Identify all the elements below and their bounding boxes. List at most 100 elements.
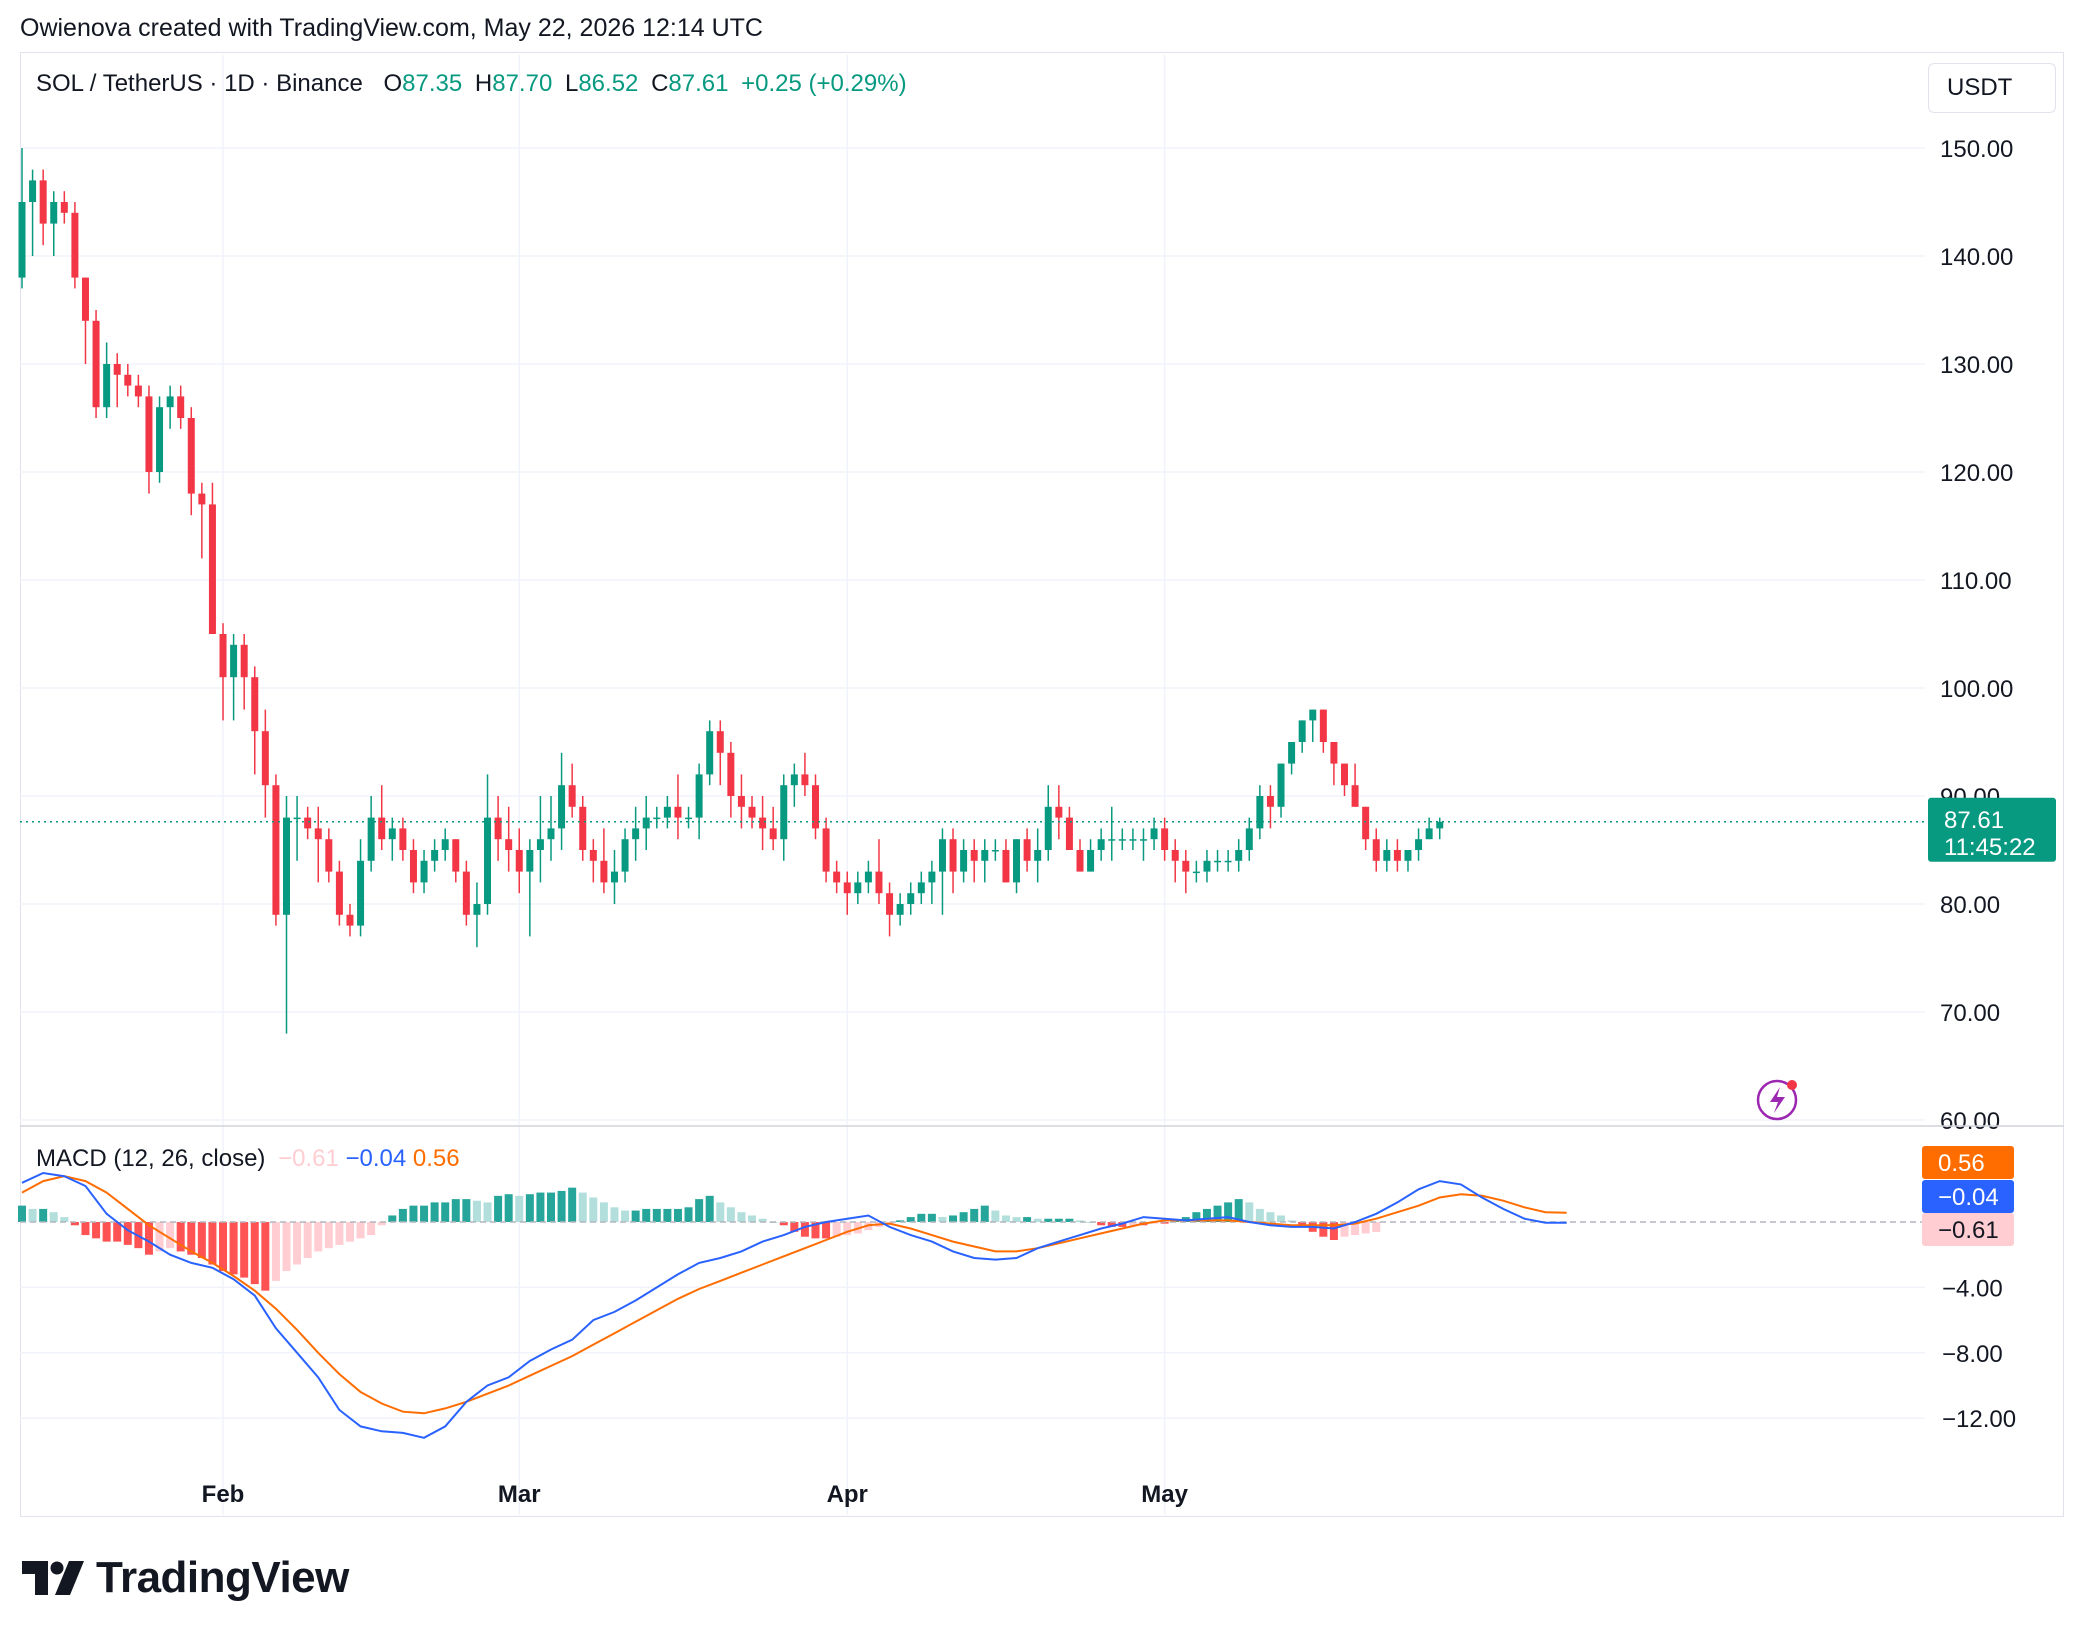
candle-body: [970, 850, 978, 861]
macd-histogram-bar: [345, 1222, 354, 1242]
candle-body: [1383, 850, 1391, 861]
macd-histogram-bar: [81, 1222, 90, 1236]
macd-histogram-bar: [610, 1207, 619, 1222]
macd-histogram-bar: [832, 1222, 841, 1237]
candle-body: [1203, 860, 1211, 872]
macd-histogram-bar: [1224, 1202, 1233, 1222]
macd-histogram-tag: [1922, 1213, 2014, 1246]
candle-body: [1288, 742, 1296, 764]
candle-body: [50, 202, 58, 224]
macd-histogram-bar: [398, 1208, 407, 1222]
candle-body: [304, 817, 312, 829]
macd-tick-label: −4.00: [1942, 1275, 2003, 1302]
macd-histogram-bar: [1361, 1222, 1370, 1234]
candle-body: [1351, 785, 1359, 807]
candle-body: [473, 904, 481, 915]
candle-body: [283, 817, 290, 915]
macd-histogram-bar: [822, 1222, 831, 1239]
candle-body: [1023, 839, 1031, 861]
macd-histogram-bar: [1012, 1217, 1021, 1222]
macd-histogram-bar: [758, 1218, 767, 1222]
last-price-value: 87.61: [1944, 807, 2004, 834]
candle-body: [177, 396, 185, 418]
macd-histogram-bar: [483, 1202, 492, 1222]
macd-histogram-bar: [938, 1217, 947, 1222]
macd-line-tag: [1922, 1180, 2014, 1213]
macd-histogram-bar: [800, 1222, 809, 1237]
candle-body: [399, 828, 407, 850]
macd-histogram-bar: [1266, 1212, 1275, 1222]
macd-histogram-bar: [229, 1222, 238, 1275]
candle-body: [1214, 860, 1222, 863]
macd-histogram-bar: [1160, 1222, 1169, 1224]
tradingview-logo[interactable]: TradingView: [22, 1553, 349, 1603]
candle-body: [29, 180, 37, 202]
candle-body: [875, 871, 883, 894]
macd-histogram-bar: [1319, 1222, 1328, 1237]
macd-histogram-bar: [18, 1205, 26, 1222]
candle-body: [1108, 839, 1116, 841]
candle-body: [960, 850, 968, 872]
macd-histogram-bar: [356, 1222, 365, 1239]
candle-body: [695, 774, 703, 818]
macd-histogram-bar: [684, 1207, 693, 1222]
macd-histogram-bar: [568, 1187, 577, 1222]
macd-histogram-bar: [377, 1222, 386, 1226]
date-tick-label: Apr: [827, 1481, 868, 1508]
macd-histogram-bar: [695, 1199, 704, 1222]
macd-histogram-bar: [261, 1222, 270, 1291]
macd-histogram-bar: [451, 1199, 460, 1222]
macd-histogram-bar: [49, 1212, 58, 1222]
candle-body: [240, 644, 248, 678]
symbol-title[interactable]: SOL / TetherUS · 1D · Binance: [36, 70, 363, 97]
price-tick-label: 100.00: [1940, 676, 2013, 703]
candle-body: [642, 817, 650, 829]
macd-histogram-bar: [790, 1222, 799, 1232]
macd-histogram-bar: [906, 1217, 915, 1222]
candle-body: [632, 828, 640, 840]
candle-body: [1044, 806, 1052, 850]
candle-body: [1404, 850, 1412, 861]
macd-histogram-bar: [642, 1208, 651, 1222]
candle-body: [1319, 709, 1327, 742]
candle-body: [1298, 720, 1306, 742]
price-tick-label: 70.00: [1940, 1000, 2000, 1027]
macd-histogram-bar: [927, 1213, 936, 1222]
candle-body: [1245, 828, 1253, 850]
candle-body: [769, 828, 777, 840]
lightning-icon: [1756, 1079, 1798, 1121]
candle-body: [1002, 850, 1010, 883]
price-tick-label: 150.00: [1940, 136, 2013, 163]
candle-body: [674, 806, 682, 818]
last-price-tag: [1928, 797, 2056, 862]
macd-histogram-bar: [980, 1205, 989, 1222]
candle-body: [610, 871, 618, 883]
macd-histogram-bar: [92, 1222, 101, 1239]
currency-button[interactable]: USDT: [1928, 63, 2056, 113]
candle-body: [1425, 828, 1433, 840]
candle-body: [251, 677, 259, 732]
candle-body: [727, 752, 735, 796]
macd-tick-label: −8.00: [1942, 1341, 2003, 1368]
candle-body: [589, 850, 597, 861]
candle-body: [230, 644, 238, 678]
macd-histogram-bar: [663, 1208, 672, 1222]
candle-body: [409, 850, 417, 883]
candle-body: [198, 493, 206, 505]
macd-indicator-title[interactable]: MACD (12, 26, close): [36, 1145, 266, 1172]
low-value: 86.52: [578, 70, 639, 97]
macd-histogram-bar: [250, 1222, 259, 1285]
macd-histogram-bar: [726, 1207, 735, 1222]
candle-body: [790, 774, 798, 786]
chart-attribution: Owienova created with TradingView.com, M…: [20, 14, 763, 42]
candle-body: [113, 364, 121, 375]
macd-histogram-bar: [60, 1217, 69, 1222]
candle-body: [441, 839, 449, 850]
candle-body: [1362, 806, 1370, 840]
macd-histogram-bar: [144, 1222, 153, 1255]
macd-tick-label: −12.00: [1942, 1406, 2016, 1433]
open-value: 87.35: [402, 70, 463, 97]
macd-histogram-bar: [748, 1215, 757, 1222]
price-tick-label: 80.00: [1940, 892, 2000, 919]
